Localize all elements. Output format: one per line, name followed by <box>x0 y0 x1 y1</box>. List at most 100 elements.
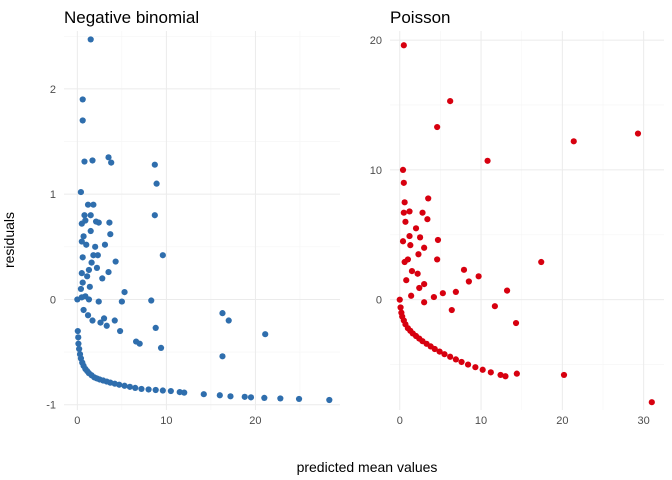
data-point <box>406 232 413 240</box>
data-point <box>421 299 428 306</box>
data-point <box>447 353 454 360</box>
x-tick-label: 0 <box>397 415 403 427</box>
data-point <box>200 391 207 398</box>
data-point <box>441 351 448 358</box>
data-point <box>400 179 407 186</box>
data-point <box>136 340 143 347</box>
data-point <box>83 241 90 248</box>
data-point <box>497 371 504 379</box>
data-point <box>152 324 159 331</box>
data-point <box>513 370 520 377</box>
data-point <box>436 348 443 355</box>
points-poisson <box>396 42 655 406</box>
data-point <box>225 317 232 324</box>
data-point <box>84 273 91 280</box>
y-tick-label: 1 <box>50 189 56 201</box>
data-point <box>89 317 96 324</box>
data-point <box>126 383 133 390</box>
data-point <box>475 273 482 280</box>
data-point <box>111 317 118 324</box>
data-point <box>78 294 85 301</box>
panel-poisson: Poisson 0 10 20 30 0 10 20 <box>370 8 664 427</box>
data-point <box>79 96 86 103</box>
data-point <box>87 36 94 43</box>
data-point <box>465 278 472 285</box>
data-point <box>90 201 97 208</box>
data-point <box>479 366 486 373</box>
data-point <box>241 393 248 400</box>
data-point <box>434 123 441 131</box>
data-point <box>145 386 152 393</box>
data-point <box>412 225 420 232</box>
data-point <box>85 296 93 303</box>
data-point <box>408 268 416 275</box>
x-tick-label: 0 <box>74 415 80 427</box>
data-point <box>425 195 432 202</box>
data-point <box>76 345 83 353</box>
data-point <box>81 158 88 165</box>
data-point <box>79 117 86 124</box>
ticks-poisson: 0 10 20 30 0 10 20 <box>370 35 650 427</box>
data-point <box>502 373 509 380</box>
data-point <box>421 280 428 288</box>
data-point <box>81 212 88 219</box>
data-point <box>399 166 407 173</box>
data-point <box>262 331 269 338</box>
data-point <box>431 345 438 353</box>
data-point <box>277 395 284 402</box>
data-point <box>157 344 165 351</box>
data-point <box>92 243 99 250</box>
data-point <box>159 252 166 259</box>
data-point <box>74 327 81 335</box>
data-point <box>108 159 115 166</box>
data-point <box>112 258 119 265</box>
data-point <box>247 394 255 401</box>
data-point <box>414 270 421 277</box>
data-point <box>503 287 511 294</box>
data-point <box>77 285 85 293</box>
data-point <box>458 358 465 366</box>
x-tick-label: 10 <box>160 415 172 427</box>
data-point <box>103 322 110 329</box>
data-point <box>118 298 125 305</box>
data-point <box>105 154 112 161</box>
grid-poisson <box>390 31 664 410</box>
data-point <box>295 395 303 403</box>
data-point <box>401 258 408 266</box>
ticks-negative-binomial: 0 10 20 -1 0 1 2 <box>46 84 261 427</box>
data-point <box>419 209 426 216</box>
data-point <box>116 381 123 388</box>
data-point <box>491 303 498 310</box>
data-point <box>78 220 85 227</box>
data-point <box>148 297 155 304</box>
data-point <box>100 315 108 322</box>
data-point <box>106 219 113 226</box>
data-point <box>75 334 82 341</box>
data-point <box>430 293 438 301</box>
data-point <box>93 264 101 271</box>
data-point <box>464 361 472 368</box>
data-point <box>78 270 85 277</box>
data-point <box>79 254 86 261</box>
y-tick-label: 20 <box>370 35 382 47</box>
data-point <box>401 199 408 206</box>
data-point <box>132 384 139 391</box>
data-point <box>448 306 455 314</box>
data-point <box>121 382 128 389</box>
data-point <box>77 188 85 196</box>
y-tick-label: 2 <box>50 84 56 96</box>
data-point <box>648 399 655 406</box>
data-point <box>80 306 87 314</box>
data-point <box>153 180 160 187</box>
data-point <box>152 386 159 394</box>
data-point <box>216 392 223 399</box>
data-point <box>406 208 413 215</box>
data-point <box>99 275 106 282</box>
data-point <box>86 283 93 290</box>
x-tick-label: 10 <box>475 415 487 427</box>
data-point <box>634 130 642 137</box>
data-point <box>219 310 226 317</box>
y-axis-title: residuals <box>1 212 17 268</box>
data-point <box>101 241 109 248</box>
